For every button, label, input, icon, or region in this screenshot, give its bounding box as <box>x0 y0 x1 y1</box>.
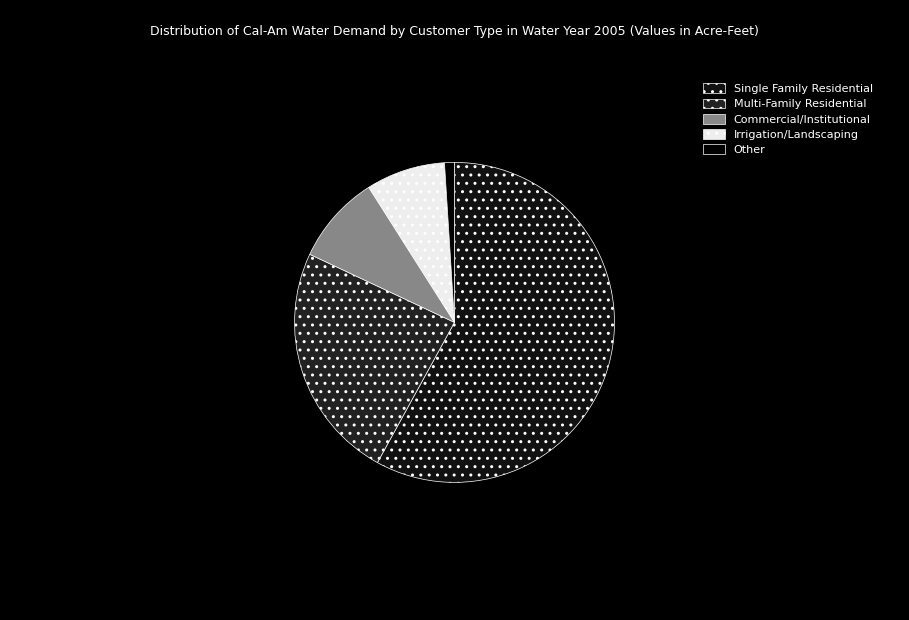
Wedge shape <box>369 162 454 322</box>
Legend: Single Family Residential, Multi-Family Residential, Commercial/Institutional, I: Single Family Residential, Multi-Family … <box>699 80 876 158</box>
Text: Distribution of Cal-Am Water Demand by Customer Type in Water Year 2005 (Values : Distribution of Cal-Am Water Demand by C… <box>150 25 759 38</box>
Wedge shape <box>377 162 614 482</box>
Wedge shape <box>295 254 454 463</box>
Wedge shape <box>310 187 454 322</box>
Wedge shape <box>445 162 454 322</box>
